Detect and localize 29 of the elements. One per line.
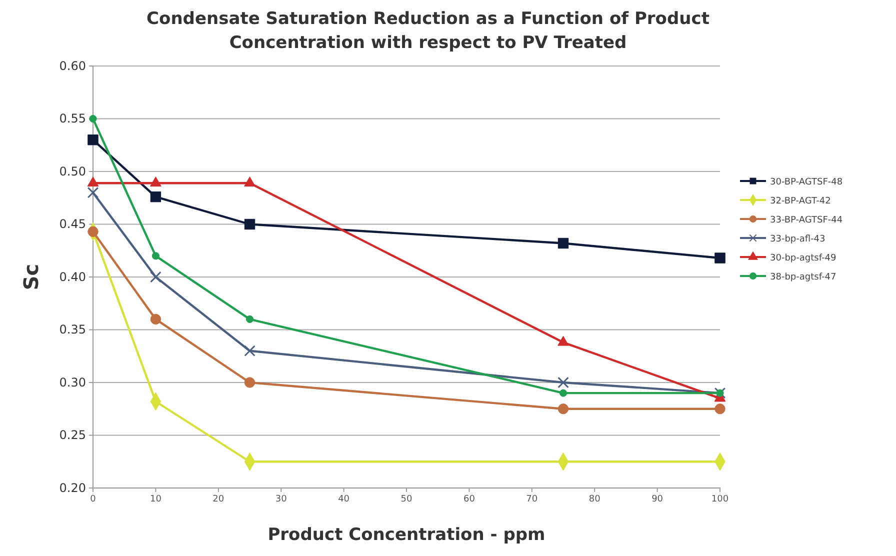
y-tick-label: 0.45	[59, 217, 86, 232]
legend-label: 32-BP-AGT-42	[770, 196, 831, 206]
x-axis-title: Product Concentration - ppm	[268, 525, 546, 545]
x-tick-label: 80	[588, 494, 601, 504]
y-tick-label: 0.35	[59, 322, 86, 337]
legend-label: 33-bp-afl-43	[770, 234, 826, 244]
x-tick-label: 100	[711, 494, 729, 504]
x-tick-label: 90	[652, 494, 664, 504]
y-tick-label: 0.50	[59, 164, 86, 178]
chart-title: Condensate Saturation Reduction as a Function of Product Concentration with respect to PV Treated	[146, 9, 710, 53]
x-tick-label: 0	[90, 494, 96, 504]
x-tick-label: 40	[338, 494, 350, 504]
legend-label: 38-bp-agtsf-47	[770, 272, 836, 282]
y-tick-label: 0.30	[59, 375, 86, 390]
legend-label: 30-BP-AGTSF-48	[770, 178, 843, 188]
y-tick-label: 0.20	[59, 480, 86, 495]
y-tick-label: 0.40	[59, 270, 86, 284]
x-tick-label: 60	[463, 494, 476, 504]
x-tick-label: 30	[275, 494, 288, 504]
y-tick-label: 0.55	[59, 112, 86, 126]
legend-label: 33-BP-AGTSF-44	[770, 216, 843, 226]
x-tick-label: 20	[212, 494, 224, 504]
x-tick-label: 70	[526, 494, 538, 504]
y-axis-title: Sc	[19, 264, 43, 290]
x-tick-label: 10	[150, 494, 162, 504]
legend-label: 30-bp-agtsf-49	[770, 254, 836, 264]
y-tick-label: 0.25	[59, 428, 86, 442]
y-tick-label: 0.60	[59, 58, 86, 73]
x-tick-label: 50	[400, 494, 412, 504]
